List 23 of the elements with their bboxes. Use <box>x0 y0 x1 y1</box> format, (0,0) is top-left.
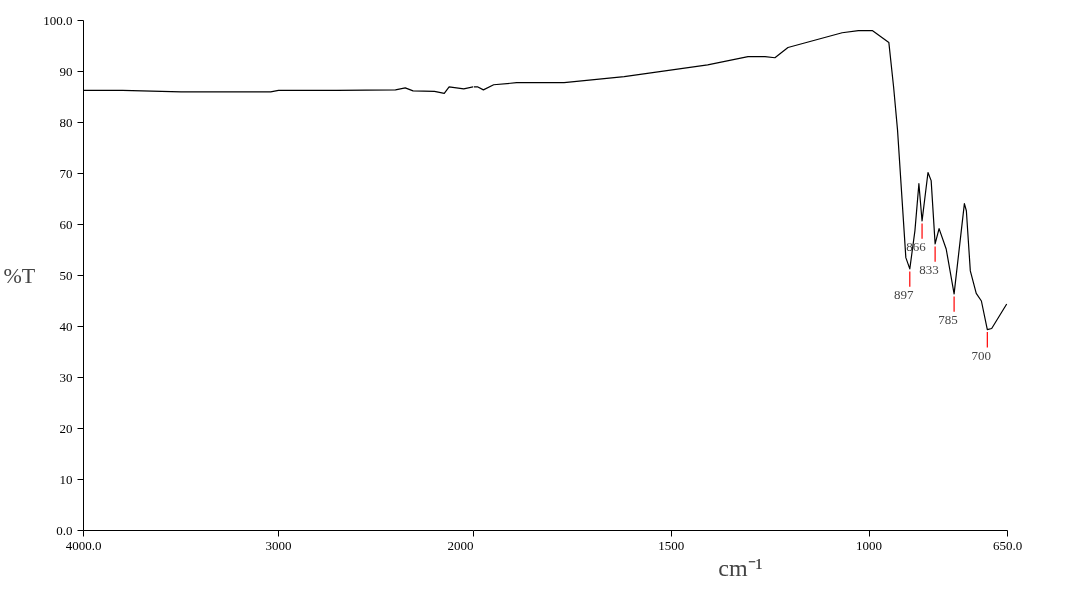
x-axis-title: cm⁻¹ <box>718 554 763 581</box>
x-tick-label: 1000 <box>856 537 883 553</box>
x-tick-label: 4000.0 <box>65 537 102 553</box>
x-tick-label: 3000 <box>265 537 292 553</box>
x-tick-label: 2000 <box>447 537 474 553</box>
y-tick-label: 100.0 <box>43 12 73 28</box>
y-tick-label: 40 <box>59 318 73 334</box>
x-tick-label: 1500 <box>658 537 685 553</box>
y-tick-label: 90 <box>59 63 73 79</box>
y-tick-label: 0.0 <box>56 522 73 538</box>
y-axis-title: %T <box>3 263 36 288</box>
annotation: 897 <box>894 287 915 303</box>
y-tick-label: 30 <box>59 369 73 385</box>
annotation: 833 <box>919 262 939 278</box>
y-tick-label: 80 <box>59 114 73 130</box>
x-tick-label: 650.0 <box>992 537 1023 553</box>
annotation: 785 <box>938 312 958 328</box>
y-tick-label: 50 <box>59 267 73 283</box>
y-tick-label: 10 <box>59 471 73 487</box>
annotation: 700 <box>971 347 992 363</box>
y-tick-label: 70 <box>59 165 73 181</box>
y-tick-label: 20 <box>59 420 73 436</box>
y-tick-label: 60 <box>59 216 73 232</box>
